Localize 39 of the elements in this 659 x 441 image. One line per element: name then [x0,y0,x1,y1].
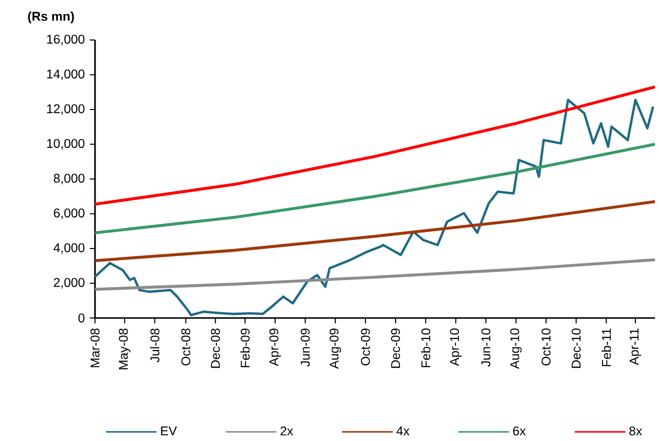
x-tick-label: Feb-11 [602,328,611,366]
y-tick-label: 8,000 [54,174,84,184]
y-tick-label: 4,000 [54,243,84,254]
y-tick-label: 10,000 [47,139,84,150]
legend-label: 4x [396,426,410,436]
x-tick-label: Dec-09 [391,328,400,368]
x-tick-label: Jun-10 [481,328,490,367]
x-tick-label: May-08 [118,328,130,370]
x-tick-label: Dec-10 [572,328,581,368]
x-tick-label: Jul-08 [150,328,160,362]
x-tick-label: Apr-10 [450,328,462,366]
x-tick-label: Apr-09 [269,328,281,366]
x-tick-label: Aug-09 [330,328,342,369]
line-series [94,142,656,234]
x-tick-label: Oct-09 [360,328,370,366]
x-tick-label: Mar-08 [90,328,100,368]
x-tick-label: Dec-08 [210,328,220,368]
legend-label: 8x [629,426,642,436]
line-series [94,98,654,316]
y-tick-label: 12,000 [47,104,84,115]
line-series [94,258,656,291]
line-series [94,200,656,262]
y-tick-label: 16,000 [47,34,84,46]
legend-label: 2x [280,426,294,436]
x-tick-label: Feb-09 [240,328,250,368]
line-series [94,85,656,206]
x-tick-label: Oct-08 [181,328,190,366]
legend-label: EV [161,426,177,436]
x-tick-label: Jun-09 [300,328,310,367]
y-tick-label: 6,000 [54,208,84,219]
y-tick-label: 0 [78,314,84,322]
x-tick-label: Feb-10 [421,328,430,368]
x-tick-label: Apr-11 [630,328,642,366]
x-tick-label: Oct-10 [542,328,551,366]
legend-label: 6x [513,426,526,436]
y-tick-label: 14,000 [47,70,84,80]
y-tick-label: 2,000 [54,278,84,288]
x-tick-label: Aug-10 [510,328,522,369]
y-axis-title: (Rs mn) [28,11,74,24]
